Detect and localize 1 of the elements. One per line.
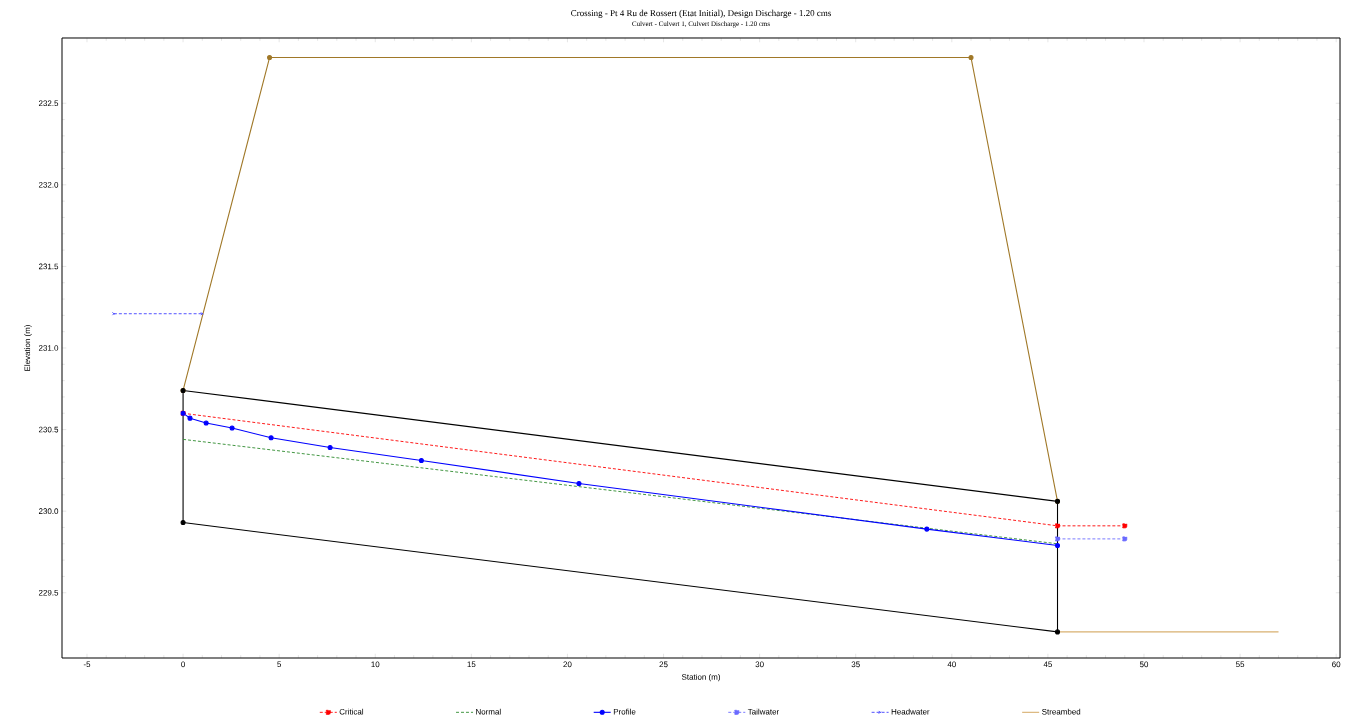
chart-title: Crossing - Pt 4 Ru de Rossert (Etat Initial), Design Discharge - 1.20 cms bbox=[571, 9, 831, 18]
